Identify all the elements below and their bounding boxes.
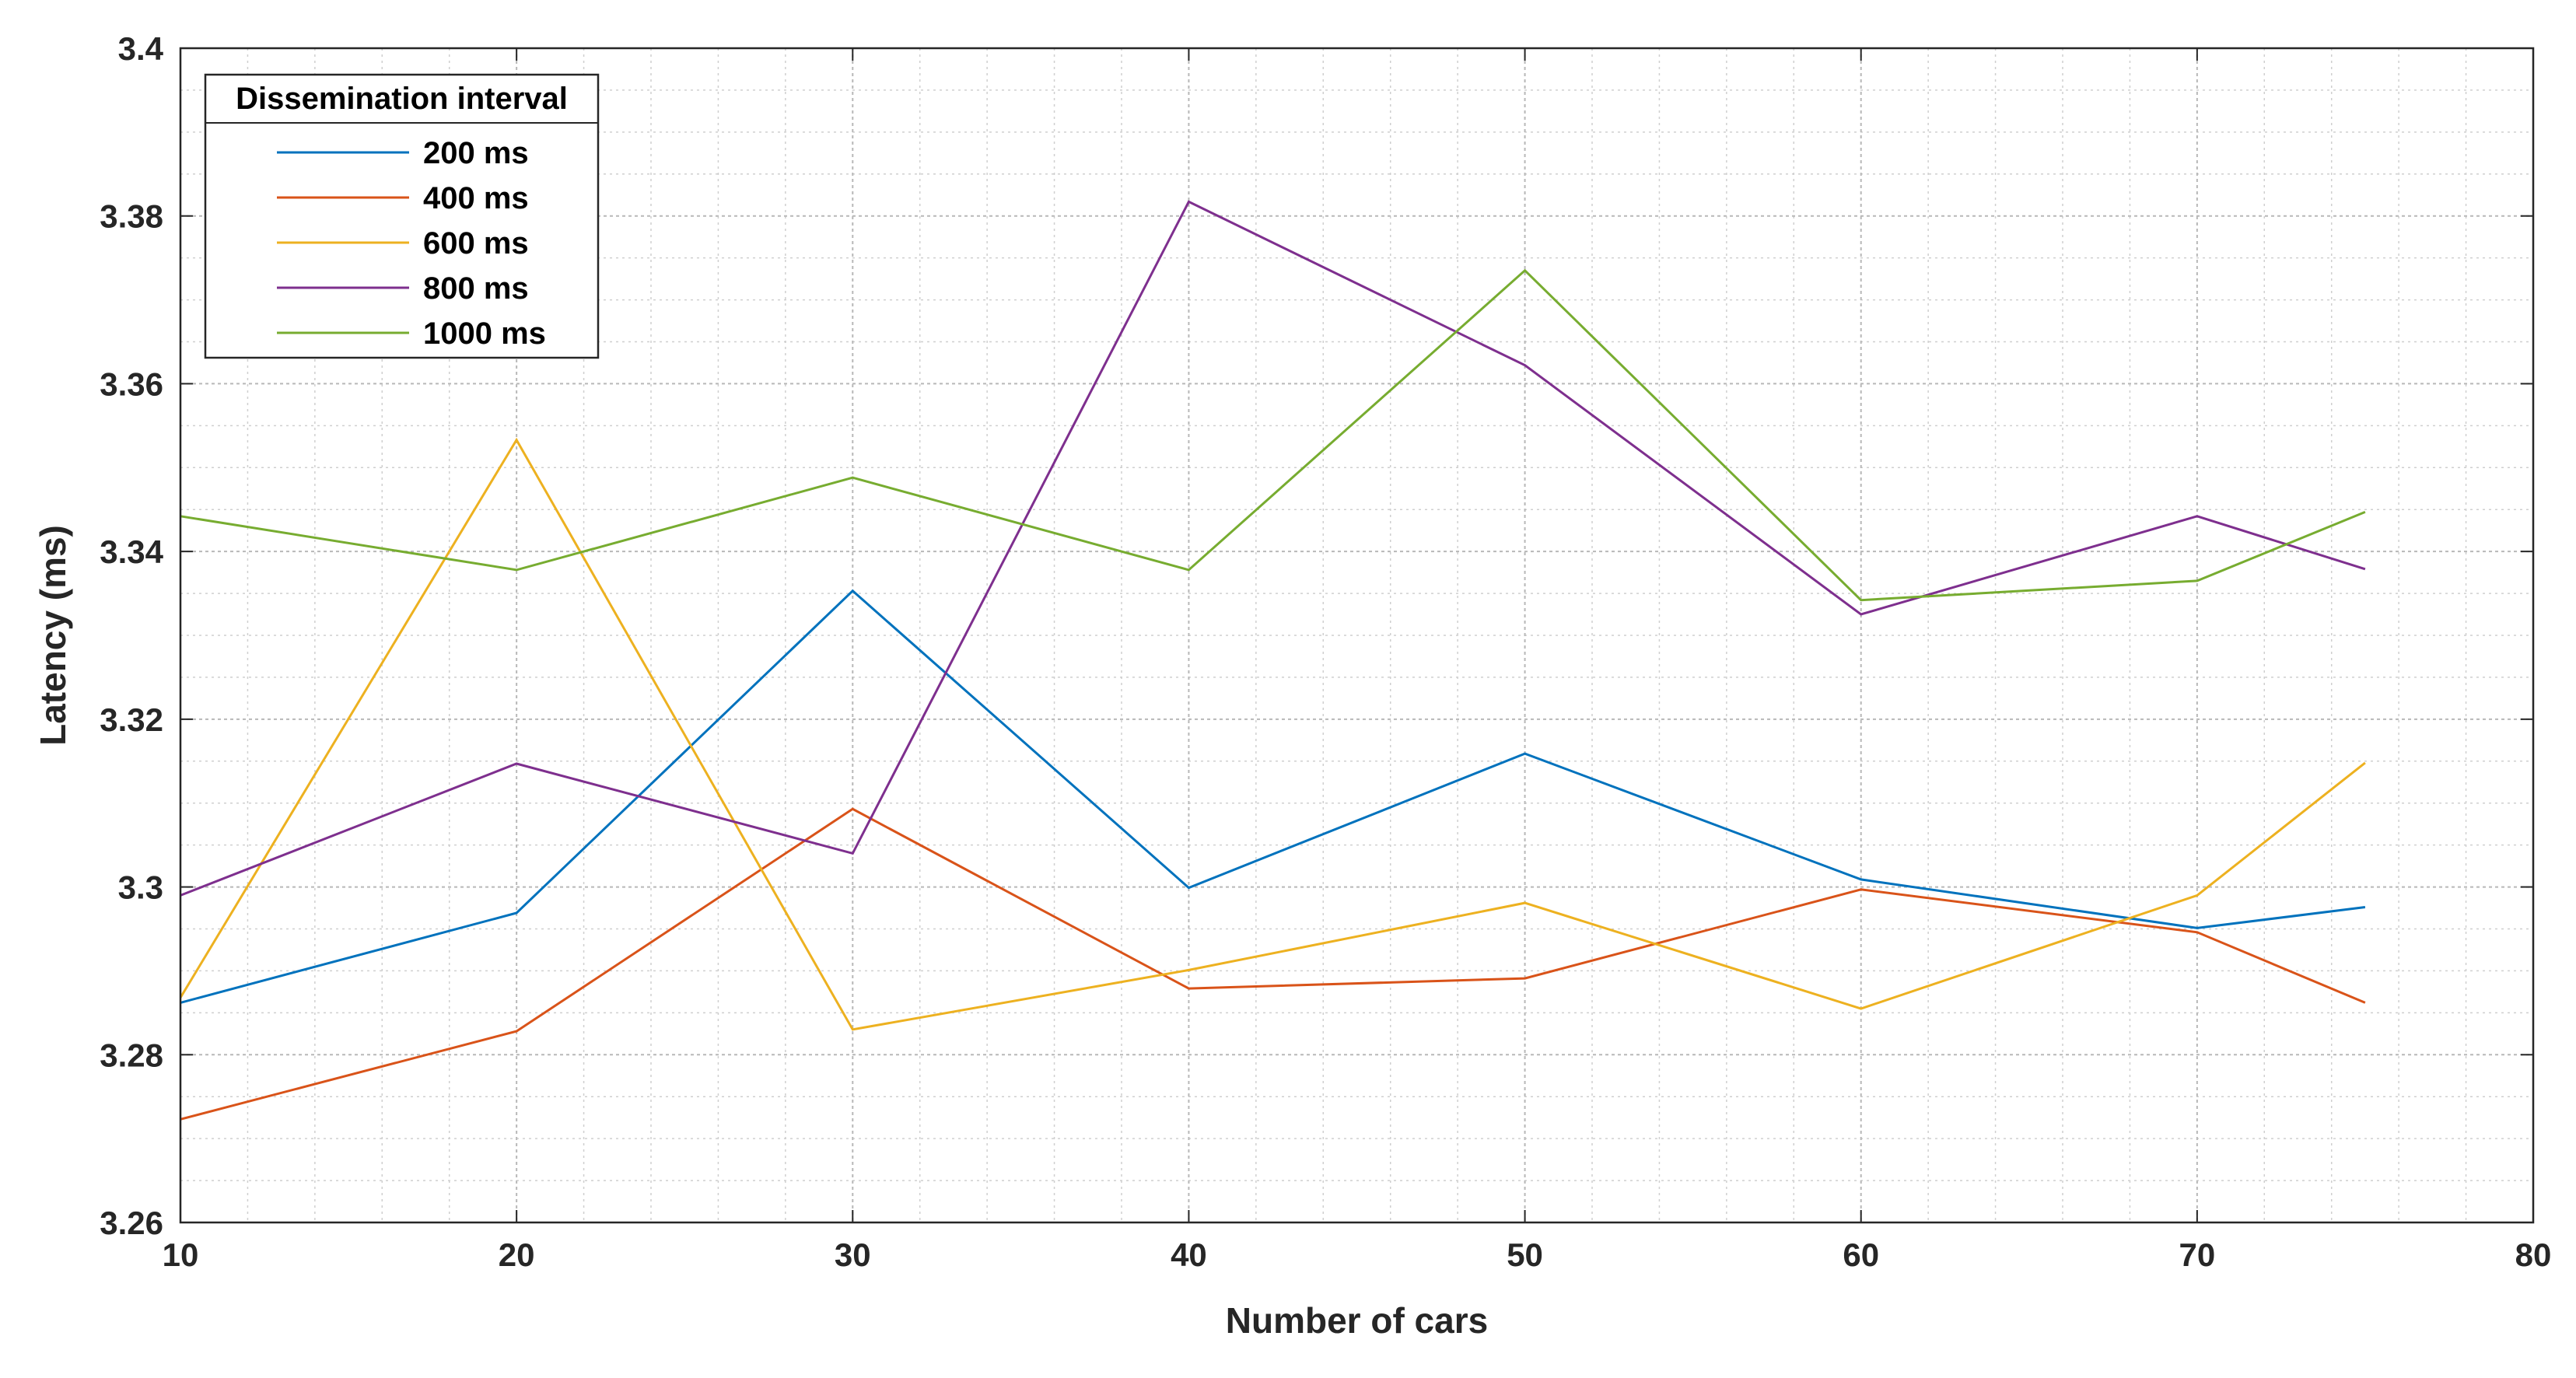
- legend-box: [204, 73, 600, 359]
- x-tick-label: 50: [1507, 1236, 1543, 1273]
- plot-area-frame: [179, 47, 2535, 1224]
- x-tick-label: 20: [499, 1236, 535, 1273]
- x-tick-label: 40: [1171, 1236, 1207, 1273]
- legend-items: 200 ms 400 ms 600 ms 800 ms 1000 ms: [277, 136, 546, 351]
- x-axis-label: Number of cars: [1226, 1300, 1488, 1341]
- x-tick-label: 60: [1843, 1236, 1879, 1273]
- y-tick-label: 3.36: [100, 365, 163, 402]
- y-tick-label: 3.28: [100, 1037, 163, 1073]
- legend-label: 200 ms: [423, 136, 529, 170]
- y-tick-label: 3.38: [100, 198, 163, 235]
- series-line-1000-ms: [180, 268, 2366, 602]
- x-tick-label: 10: [163, 1236, 199, 1273]
- series-line-800-ms: [180, 200, 2366, 897]
- legend-label: 1000 ms: [423, 317, 546, 351]
- x-tick-label: 70: [2179, 1236, 2215, 1273]
- y-axis-label: Latency (ms): [33, 525, 73, 746]
- legend-title: Dissemination interval: [236, 82, 568, 116]
- y-tick-label: 3.26: [100, 1205, 163, 1241]
- legend: Dissemination interval 200 ms 400 ms 600 m…: [204, 73, 600, 359]
- y-tick-label: 3.3: [118, 869, 163, 906]
- x-tick-label: 30: [835, 1236, 871, 1273]
- legend-label: 400 ms: [423, 181, 529, 215]
- series-line-400-ms: [180, 807, 2366, 1121]
- y-tick-label: 3.34: [100, 533, 163, 570]
- series-line-600-ms: [179, 437, 2366, 1031]
- tick-labels-layer: 10 20 30 40 50 60 70 80 3.26 3.28 3.3 3.32 3.34 3.36 3…: [100, 30, 2551, 1273]
- series-layer: [179, 200, 2366, 1121]
- legend-label: 800 ms: [423, 271, 529, 306]
- legend-label: 600 ms: [423, 226, 529, 261]
- x-tick-label: 80: [2515, 1236, 2552, 1273]
- series-line-200-ms: [180, 589, 2366, 1004]
- y-tick-label: 3.4: [118, 30, 164, 67]
- axes-layer: [179, 47, 2535, 1224]
- y-tick-label: 3.32: [100, 701, 163, 738]
